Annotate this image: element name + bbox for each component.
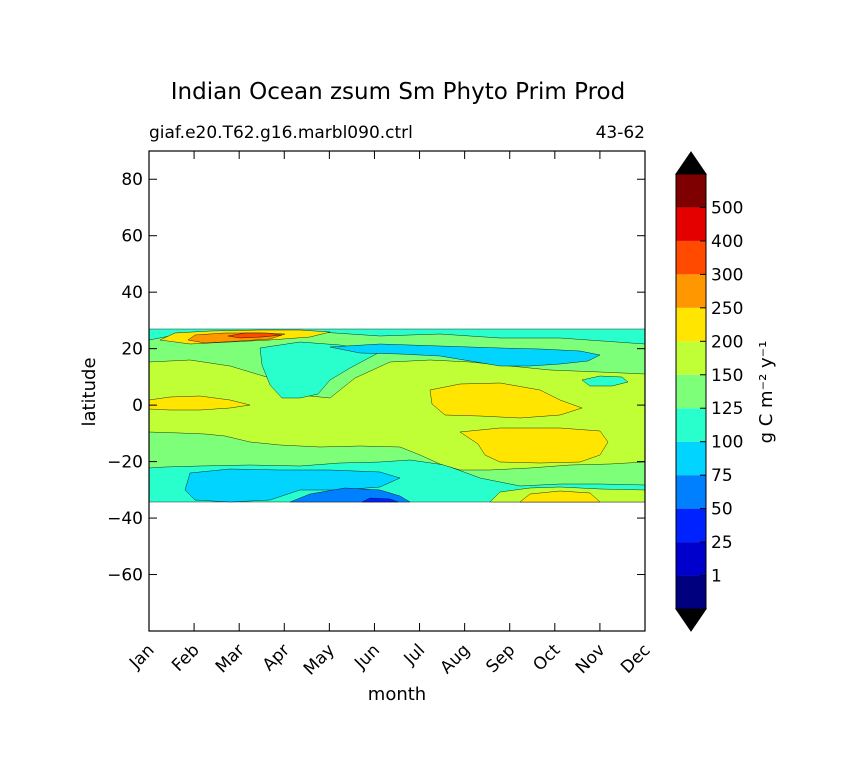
x-tick-label: Apr — [259, 640, 294, 675]
colorbar-swatch — [676, 441, 706, 476]
x-tick-label: Feb — [168, 640, 203, 675]
x-tick-label: Jun — [350, 640, 384, 674]
colorbar-tick-label: 400 — [711, 232, 743, 252]
colorbar-swatch — [676, 207, 706, 241]
colorbar-swatch — [676, 174, 706, 208]
x-axis-label: month — [368, 684, 426, 705]
colorbar-extend-min — [675, 608, 707, 632]
y-axis-label: latitude — [79, 357, 100, 426]
contour-region-100-125-east — [581, 375, 629, 387]
colorbar-swatch — [676, 508, 706, 543]
x-tick-label: Oct — [529, 640, 564, 675]
x-tick-label: Jul — [400, 640, 429, 669]
colorbar-swatch — [676, 575, 706, 609]
colorbar-tick-label: 150 — [711, 366, 743, 386]
y-tick-label: 0 — [132, 396, 143, 416]
y-tick-label: 80 — [121, 170, 143, 190]
x-tick-label: Nov — [572, 640, 610, 678]
y-tick-label: −60 — [107, 566, 143, 586]
x-tick-label: Sep — [482, 640, 519, 677]
colorbar-tick-label: 1 — [711, 567, 722, 587]
colorbar-swatch — [676, 274, 706, 308]
y-tick-label: −40 — [107, 509, 143, 529]
x-tick-label: Jan — [125, 640, 158, 673]
colorbar-tick-label: 125 — [711, 399, 743, 419]
colorbar-label: g C m⁻² y⁻¹ — [756, 341, 777, 444]
colorbar-swatch — [676, 475, 706, 509]
colorbar-tick-label: 75 — [711, 466, 733, 486]
x-tick-label: Aug — [437, 640, 475, 678]
y-tick-label: 40 — [121, 283, 143, 303]
colorbar-tick-label: 200 — [711, 332, 743, 352]
contour-region-75-100-south — [184, 468, 401, 503]
x-tick-label: Dec — [617, 640, 654, 677]
x-tick-label: May — [300, 640, 339, 679]
colorbar-swatch — [676, 374, 706, 409]
contour-region-300-400 — [227, 332, 283, 339]
colorbar-tick-label: 500 — [711, 198, 743, 218]
colorbar-extend-max — [675, 151, 707, 175]
colorbar-tick-label: 250 — [711, 299, 743, 319]
chart-subtitle-left: giaf.e20.T62.g16.marbl090.ctrl — [149, 123, 413, 143]
colorbar-tick-label: 300 — [711, 265, 743, 285]
chart-subtitle-right: 43-62 — [596, 123, 645, 143]
colorbar-tick-label: 50 — [711, 500, 733, 520]
x-tick-label: Mar — [212, 640, 249, 677]
colorbar-swatch — [676, 542, 706, 576]
colorbar-swatch — [676, 341, 706, 375]
y-axis: 80 60 40 20 0 −20 −40 −60 — [107, 170, 645, 586]
contour-region-200-250-west — [149, 395, 251, 411]
y-tick-label: −20 — [107, 453, 143, 473]
colorbar-frame — [675, 173, 707, 610]
contour-field — [149, 328, 645, 503]
contour-region-25-50-south — [361, 497, 399, 503]
contour-region-200-250-south — [519, 490, 601, 503]
contour-region-75-100-north — [329, 343, 601, 367]
y-tick-label: 60 — [121, 227, 143, 247]
plot-frame — [148, 150, 646, 632]
contour-region-200-250-bloom — [459, 427, 609, 464]
colorbar-tick-label: 100 — [711, 433, 743, 453]
contour-region-100-125-tongue — [259, 341, 381, 399]
contour-region-200-250-equatorial — [429, 382, 583, 419]
colorbar-swatch — [676, 307, 706, 342]
colorbar-tick-label: 25 — [711, 533, 733, 553]
y-tick-label: 20 — [121, 340, 143, 360]
colorbar-swatch — [676, 408, 706, 442]
chart-title: Indian Ocean zsum Sm Phyto Prim Prod — [171, 79, 625, 105]
colorbar-swatch — [676, 240, 706, 275]
